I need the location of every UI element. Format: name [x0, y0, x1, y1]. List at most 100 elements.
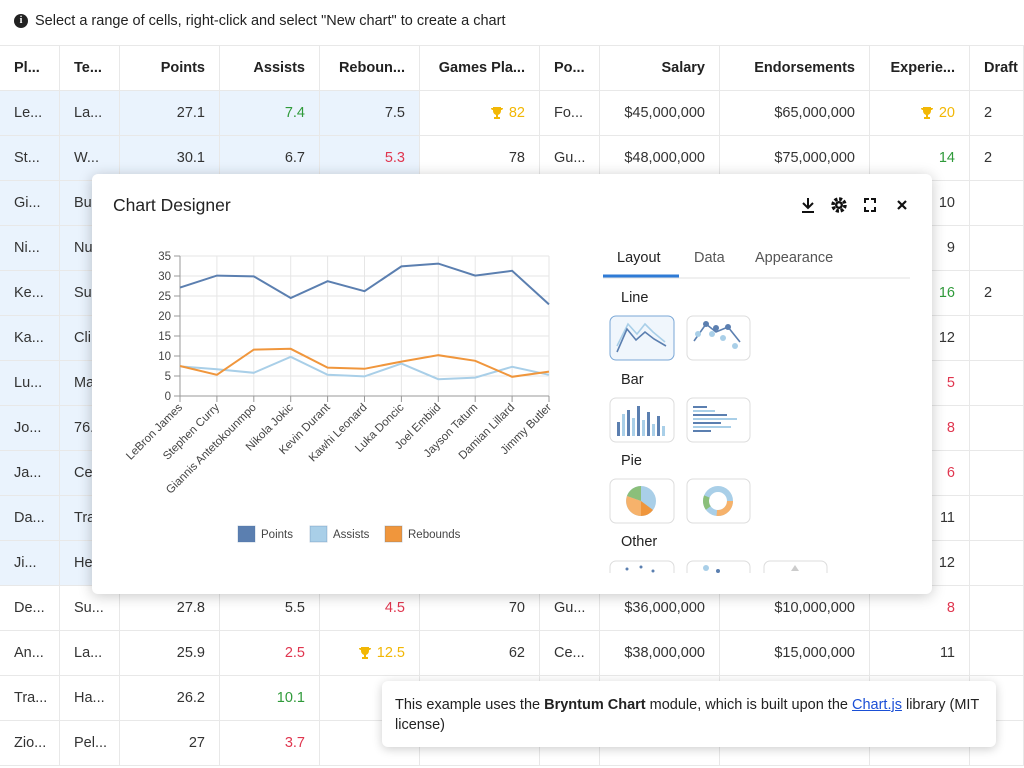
tooltip-text: This example uses the: [395, 697, 541, 713]
cell-text: Fo...: [554, 105, 584, 121]
grid-cell: [970, 406, 1024, 451]
grid-cell: W...: [60, 136, 120, 181]
grid-cell: [970, 181, 1024, 226]
grid-cell: Pel...: [60, 721, 120, 766]
dialog-canvas: Chart Designer Layout Data Appearance Line B…: [113, 195, 910, 594]
fullscreen-button[interactable]: [864, 198, 876, 212]
bubble-option[interactable]: [686, 560, 751, 594]
grid-cell: Ja...: [0, 451, 60, 496]
cell-text: 27: [188, 735, 205, 751]
column-header[interactable]: Experie...: [870, 45, 970, 91]
cell-text: De...: [14, 600, 45, 616]
y-tick-label: 5: [165, 371, 171, 383]
tab[interactable]: Data: [694, 250, 726, 266]
settings-button[interactable]: [831, 197, 847, 213]
column-header[interactable]: Pl...: [0, 45, 60, 91]
cell-text: $75,000,000: [774, 150, 855, 166]
column-header[interactable]: Draft: [970, 45, 1024, 91]
scatter-line-option[interactable]: [686, 315, 751, 361]
grid-cell: [970, 541, 1024, 586]
cell-text: 10.1: [276, 690, 305, 706]
cell-text: 20: [938, 105, 955, 121]
cell-text: 2: [984, 150, 993, 166]
cell-text: 10: [938, 195, 955, 211]
cell-text: 82: [508, 105, 525, 121]
grid-cell: [970, 586, 1024, 631]
cell-text: Tra...: [14, 690, 48, 706]
grid-cell: 7.5: [320, 91, 420, 136]
grid-cell: Fo...: [540, 91, 600, 136]
grid-cell: Ka...: [0, 316, 60, 361]
series-line: [179, 347, 550, 378]
cell-text: 8: [946, 420, 955, 436]
grid-cell: Gi...: [0, 181, 60, 226]
cell-text: $65,000,000: [774, 105, 855, 121]
grid-cell: 10.1: [220, 676, 320, 721]
column-header[interactable]: Endorsements: [720, 45, 870, 91]
cell-text: Ke...: [14, 285, 44, 301]
info-tooltip: This example uses the Bryntum Chart modu…: [382, 681, 996, 747]
cell-text: Da...: [14, 510, 45, 526]
cell-text: 8: [946, 600, 955, 616]
cell-text: 12: [938, 330, 955, 346]
cell-text: 7.4: [284, 105, 305, 121]
column-header[interactable]: Salary: [600, 45, 720, 91]
grid-cell: Tra...: [0, 676, 60, 721]
close-button[interactable]: [897, 200, 907, 210]
grid-cell: 27.1: [120, 91, 220, 136]
grid-cell: [970, 496, 1024, 541]
column-header[interactable]: Po...: [540, 45, 600, 91]
cell-text: Su...: [74, 600, 104, 616]
grid-cell: [970, 631, 1024, 676]
grid-cell: St...: [0, 136, 60, 181]
section-label: Other: [621, 534, 657, 550]
line-chart-option[interactable]: [609, 315, 675, 361]
grid-cell: Ji...: [0, 541, 60, 586]
column-header[interactable]: Games Pla...: [420, 45, 540, 91]
cell-text: Ji...: [14, 555, 37, 571]
grid-cell: $48,000,000: [600, 136, 720, 181]
grid-cell: [970, 316, 1024, 361]
grid-cell: [970, 451, 1024, 496]
download-button[interactable]: [802, 198, 814, 213]
section-label: Bar: [621, 372, 644, 388]
grid-cell: Gu...: [540, 136, 600, 181]
doughnut-chart-option[interactable]: [686, 478, 751, 524]
grid-cell: 3.7: [220, 721, 320, 766]
tab[interactable]: Layout: [617, 250, 661, 266]
y-tick-label: 20: [158, 311, 171, 323]
cell-text: 5: [946, 375, 955, 391]
grid-cell: Zio...: [0, 721, 60, 766]
grid-cell: 78: [420, 136, 540, 181]
cell-text: 16: [938, 285, 955, 301]
section-label: Pie: [621, 453, 642, 469]
cell-text: $48,000,000: [624, 150, 705, 166]
grid-cell: [970, 226, 1024, 271]
column-header[interactable]: Assists: [220, 45, 320, 91]
cell-text: 25.9: [176, 645, 205, 661]
column-header[interactable]: Points: [120, 45, 220, 91]
cell-text: Zio...: [14, 735, 47, 751]
legend-swatch: [309, 525, 328, 543]
cell-text: $38,000,000: [624, 645, 705, 661]
cell-text: 12: [938, 555, 955, 571]
cell-text: 5.3: [384, 150, 405, 166]
grid-cell: 2: [970, 136, 1024, 181]
column-header[interactable]: Reboun...: [320, 45, 420, 91]
column-header[interactable]: Te...: [60, 45, 120, 91]
cell-text: $36,000,000: [624, 600, 705, 616]
cell-text: Gu...: [554, 150, 586, 166]
info-bar: i Select a range of cells, right-click an…: [14, 13, 505, 29]
cell-text: 9: [946, 240, 955, 256]
grid-cell: 2: [970, 271, 1024, 316]
grid-cell: [970, 361, 1024, 406]
legend-label: Assists: [333, 529, 370, 541]
cell-text: 2: [984, 285, 993, 301]
tab[interactable]: Appearance: [755, 250, 833, 266]
chartjs-link[interactable]: Chart.js: [851, 697, 902, 713]
grid-cell: $38,000,000: [600, 631, 720, 676]
grid-cell: 2.5: [220, 631, 320, 676]
cell-text: 2.5: [284, 645, 305, 661]
cell-text: W...: [74, 150, 99, 166]
